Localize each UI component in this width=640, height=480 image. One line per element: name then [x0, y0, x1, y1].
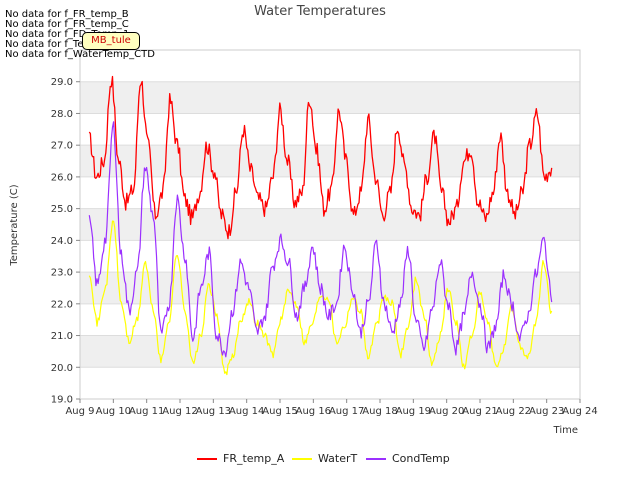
x-tick-label: Aug 10 — [96, 406, 131, 417]
grid-bands — [80, 81, 580, 368]
legend-label-condtemp: CondTemp — [392, 452, 450, 465]
grid-lines — [80, 81, 580, 400]
grid-band — [80, 81, 580, 114]
legend-swatch-fr-temp-a — [197, 457, 217, 460]
grid-band — [80, 335, 580, 368]
y-tick-label: 23.0 — [51, 268, 73, 279]
no-data-note-1: No data for f_FR_temp_B — [5, 9, 129, 20]
y-tick-label: 19.0 — [51, 395, 73, 406]
x-tick-label: Aug 23 — [529, 406, 564, 417]
y-tick-label: 21.0 — [51, 331, 73, 342]
x-tick-label: Aug 17 — [329, 406, 364, 417]
x-tick-label: Aug 24 — [562, 406, 597, 417]
no-data-note-3: No data for f_FD_Temp_1 — [5, 29, 130, 40]
series-line-watert — [88, 220, 553, 376]
x-tick-label: Aug 14 — [229, 406, 264, 417]
y-tick-label: 25.0 — [51, 204, 73, 215]
y-tick-label: 27.0 — [51, 141, 73, 152]
y-tick-label: 22.0 — [51, 299, 73, 310]
legend-swatch-watert — [292, 457, 312, 460]
y-tick-label: 20.0 — [51, 363, 73, 374]
series-line-condtemp — [88, 121, 553, 358]
y-tick-label: 24.0 — [51, 236, 73, 247]
x-tick-label: Aug 22 — [496, 406, 531, 417]
x-tick-label: Aug 19 — [396, 406, 431, 417]
chart-title: Water Temperatures — [254, 4, 386, 19]
grid-band — [80, 208, 580, 241]
legend-item-watert: WaterT — [292, 452, 357, 465]
legend-item-condtemp: CondTemp — [366, 452, 450, 465]
x-tick-label: Aug 16 — [296, 406, 331, 417]
legend-label-fr-temp-a: FR_temp_A — [223, 452, 285, 465]
x-tick-label: Aug 21 — [462, 406, 497, 417]
plot-frame — [79, 49, 581, 400]
y-tick-label: 29.0 — [51, 77, 73, 88]
no-data-note-2: No data for f_FR_temp_C — [5, 19, 129, 30]
legend-item-fr-temp-a: FR_temp_A — [197, 452, 284, 465]
x-tick-label: Aug 9 — [65, 406, 94, 417]
y-axis-label: Temperature (C) — [9, 184, 20, 266]
series-line-fr-temp-a — [88, 75, 553, 240]
x-tick-label: Aug 12 — [162, 406, 197, 417]
y-tick-label: 28.0 — [51, 109, 73, 120]
legend-swatch-condtemp — [366, 457, 386, 460]
legend: FR_temp_A WaterT CondTemp — [0, 452, 640, 470]
x-tick-label: Aug 18 — [362, 406, 397, 417]
y-axis: 19.0 20.0 21.0 22.0 23.0 24.0 25.0 26.0 27.0 28.0… — [51, 77, 80, 406]
x-axis-label: Time — [553, 425, 578, 436]
x-tick-label: Aug 20 — [429, 406, 464, 417]
series-lines — [88, 75, 553, 376]
x-tick-label: Aug 13 — [196, 406, 231, 417]
y-tick-label: 26.0 — [51, 172, 73, 183]
x-tick-label: Aug 15 — [262, 406, 297, 417]
site-badge: MB_tule — [82, 32, 140, 50]
x-tick-label: Aug 11 — [129, 406, 164, 417]
no-data-note-4: No data for f_Temp_Tule — [5, 39, 125, 50]
grid-band — [80, 272, 580, 304]
legend-label-watert: WaterT — [318, 452, 358, 465]
no-data-note-5: No data for f_WaterTemp_CTD — [5, 49, 155, 60]
